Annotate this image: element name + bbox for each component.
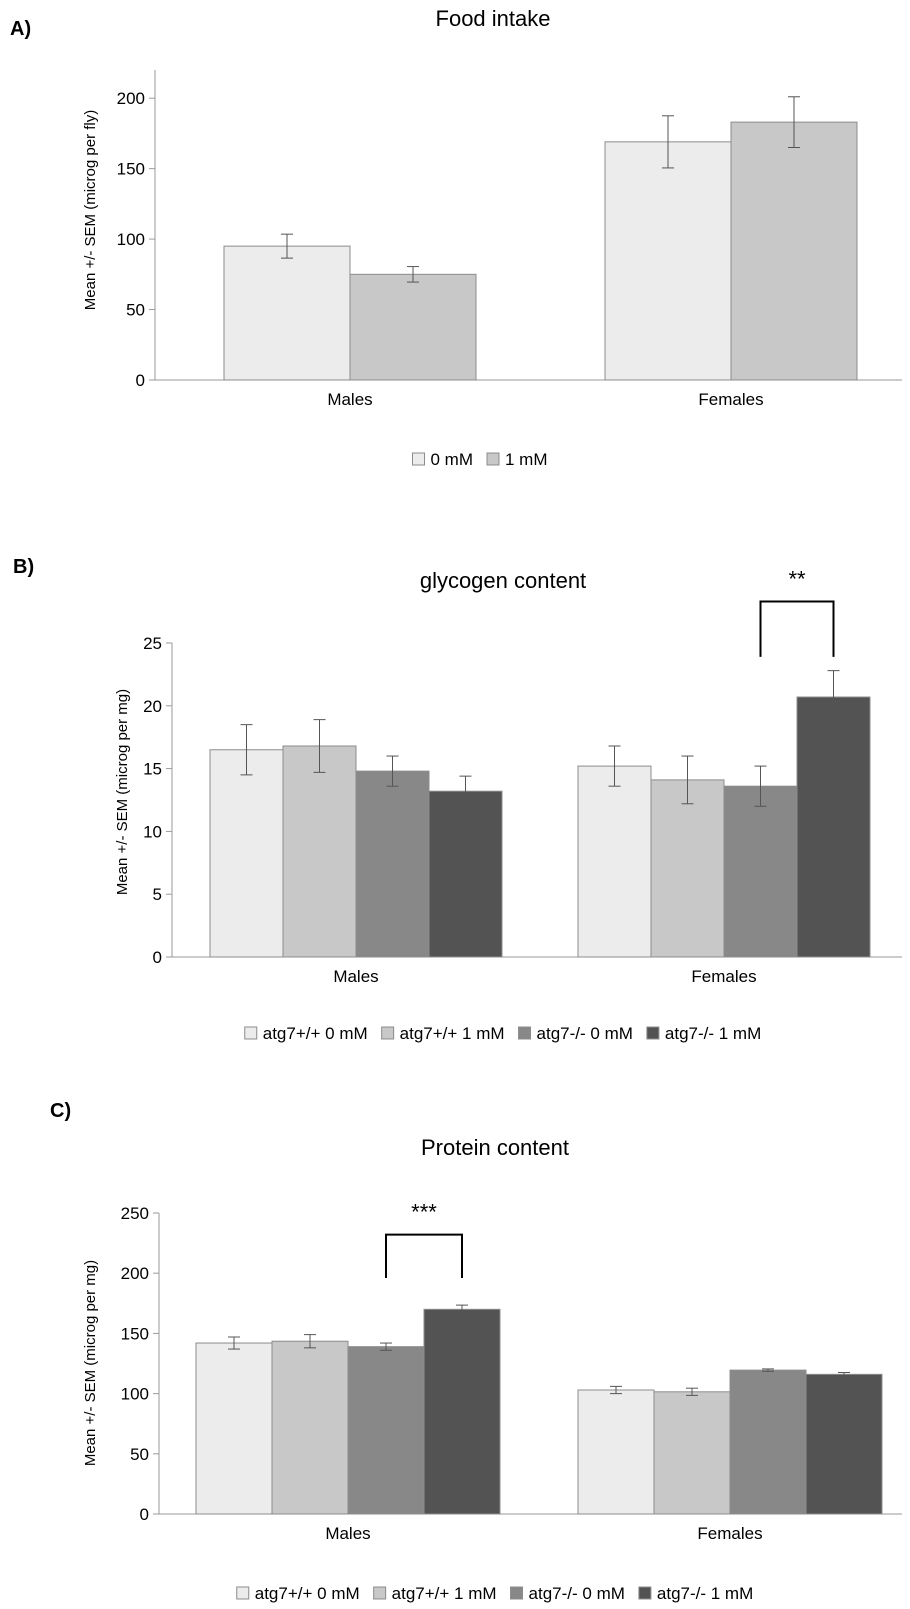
y-tick-label: 150 xyxy=(121,1324,149,1343)
x-category-label: Males xyxy=(325,1524,370,1543)
bar xyxy=(723,785,798,958)
bar xyxy=(604,141,732,381)
y-tick-label: 15 xyxy=(143,760,162,779)
y-tick-label: 25 xyxy=(143,634,162,653)
bar xyxy=(223,245,351,381)
legend-label: 1 mM xyxy=(505,450,548,469)
y-tick-label: 100 xyxy=(117,230,145,249)
significance-bracket xyxy=(385,1233,463,1279)
bar xyxy=(805,1373,883,1515)
legend-swatch xyxy=(236,1586,250,1600)
y-tick-label: 0 xyxy=(136,371,145,390)
legend-label: atg7+/+ 1 mM xyxy=(400,1024,505,1043)
y-tick-label: 10 xyxy=(143,822,162,841)
legend-swatch xyxy=(244,1026,258,1040)
panel-label: A) xyxy=(10,18,31,40)
y-tick-label: 50 xyxy=(126,301,145,320)
significance-marker: *** xyxy=(411,1200,437,1225)
bar xyxy=(796,696,871,958)
y-tick-label: 0 xyxy=(140,1505,149,1524)
chart-title: glycogen content xyxy=(420,568,586,593)
y-tick-label: 50 xyxy=(130,1445,149,1464)
x-category-label: Females xyxy=(697,1524,762,1543)
legend-swatch xyxy=(646,1026,660,1040)
chart-title: Food intake xyxy=(436,6,551,31)
bar xyxy=(271,1340,349,1515)
y-tick-label: 20 xyxy=(143,697,162,716)
legend-label: atg7+/+ 1 mM xyxy=(392,1584,497,1603)
bar xyxy=(428,790,503,958)
y-tick-label: 0 xyxy=(153,948,162,967)
panel-label: C) xyxy=(50,1100,71,1122)
chart-title: Protein content xyxy=(421,1135,569,1160)
bar xyxy=(347,1346,425,1515)
y-tick-label: 200 xyxy=(117,89,145,108)
legend-swatch xyxy=(518,1026,532,1040)
significance-bracket xyxy=(759,600,835,657)
bar xyxy=(282,745,357,958)
legend-swatch xyxy=(486,452,500,466)
legend-label: atg7+/+ 0 mM xyxy=(255,1584,360,1603)
legend-swatch xyxy=(373,1586,387,1600)
y-tick-label: 100 xyxy=(121,1385,149,1404)
significance-marker: ** xyxy=(788,567,806,592)
bar xyxy=(349,273,477,381)
bar xyxy=(650,779,725,958)
bar xyxy=(729,1369,807,1515)
bar xyxy=(577,1389,655,1515)
x-category-label: Females xyxy=(698,390,763,409)
legend-swatch xyxy=(412,452,425,466)
legend-label: atg7-/- 0 mM xyxy=(529,1584,625,1603)
bar xyxy=(653,1391,731,1515)
bar xyxy=(577,765,652,958)
legend-swatch xyxy=(510,1586,524,1600)
legend-label: atg7-/- 1 mM xyxy=(657,1584,753,1603)
bar xyxy=(423,1308,501,1515)
y-tick-label: 200 xyxy=(121,1264,149,1283)
y-tick-label: 5 xyxy=(153,885,162,904)
y-axis-label: Mean +/- SEM (microg per mg) xyxy=(82,1260,99,1466)
bar xyxy=(730,121,858,381)
x-category-label: Males xyxy=(333,967,378,986)
bar xyxy=(195,1342,273,1515)
legend-label: atg7-/- 1 mM xyxy=(665,1024,761,1043)
y-tick-label: 250 xyxy=(121,1204,149,1223)
legend-swatch xyxy=(638,1586,652,1600)
legend-swatch xyxy=(381,1026,395,1040)
x-category-label: Females xyxy=(691,967,756,986)
legend-label: atg7-/- 0 mM xyxy=(537,1024,633,1043)
bar xyxy=(355,770,430,958)
legend-label: atg7+/+ 0 mM xyxy=(263,1024,368,1043)
panel-label: B) xyxy=(13,556,34,578)
y-axis-label: Mean +/- SEM (microg per mg) xyxy=(114,689,131,895)
y-axis-label: Mean +/- SEM (microg per fly) xyxy=(82,110,99,310)
bar xyxy=(209,749,284,958)
x-category-label: Males xyxy=(327,390,372,409)
y-tick-label: 150 xyxy=(117,160,145,179)
legend-label: 0 mM xyxy=(431,450,474,469)
